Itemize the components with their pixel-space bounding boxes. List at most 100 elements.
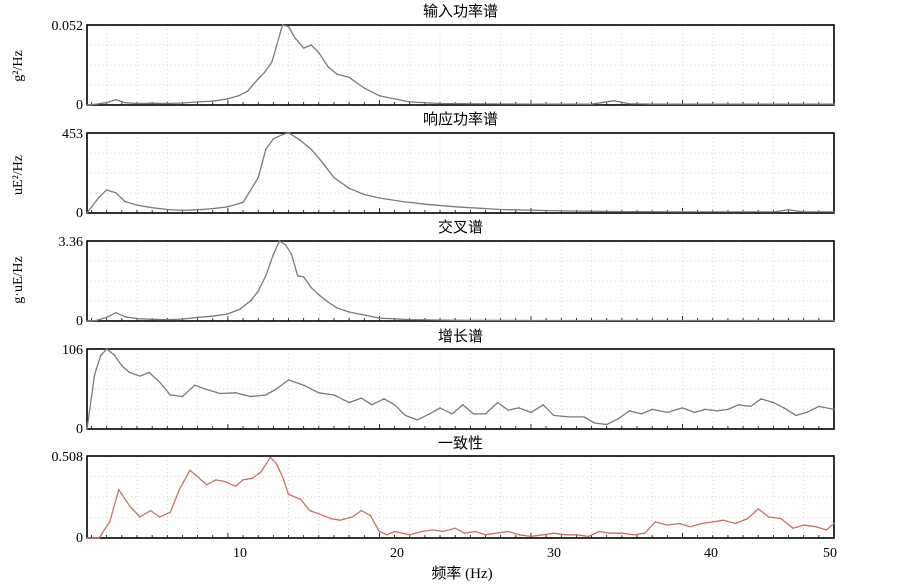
data-point: [590, 103, 593, 105]
panel-1: 输入功率谱 0.052 0: [52, 3, 835, 113]
data-point: [633, 534, 635, 536]
data-point: [336, 307, 338, 309]
data-point: [318, 51, 320, 54]
xtick-50: 50: [823, 546, 837, 561]
data-point: [115, 311, 117, 314]
data-point: [463, 532, 465, 534]
plot-frame: [86, 455, 835, 539]
data-point: [640, 413, 643, 415]
panel-title: 响应功率谱: [423, 110, 498, 128]
series-line: [86, 240, 834, 322]
data-point: [360, 509, 362, 512]
data-point: [484, 534, 487, 536]
data-point: [136, 317, 138, 320]
data-point: [139, 375, 141, 377]
data-point: [136, 204, 138, 206]
data-point: [219, 392, 222, 395]
data-point: [628, 410, 631, 412]
data-point: [98, 537, 100, 539]
data-point: [818, 405, 820, 408]
data-point: [181, 395, 184, 398]
data-point: [386, 534, 388, 536]
data-point: [330, 517, 332, 520]
data-point: [681, 407, 684, 409]
data-point: [287, 379, 290, 381]
data-point: [651, 408, 653, 411]
data-point: [802, 211, 805, 213]
data-point: [249, 395, 252, 398]
data-point: [149, 509, 152, 512]
xtick-30: 30: [547, 546, 561, 561]
y-tick-label-zero: 0: [76, 206, 83, 221]
data-point: [234, 485, 237, 488]
data-point: [204, 388, 206, 390]
data-point: [246, 90, 249, 92]
y-tick-label-zero: 0: [76, 531, 83, 546]
data-point: [275, 388, 278, 390]
data-point: [239, 308, 241, 310]
data-point: [757, 319, 759, 322]
data-point: [552, 532, 555, 534]
data-point: [833, 408, 835, 411]
data-point: [139, 516, 141, 518]
data-point: [681, 211, 684, 213]
data-point: [260, 471, 262, 473]
data-point: [271, 61, 273, 63]
data-point: [621, 532, 623, 534]
data-point: [86, 104, 88, 106]
data-point: [128, 371, 131, 374]
y-tick-label-zero: 0: [76, 422, 83, 437]
data-point: [378, 317, 381, 319]
data-point: [613, 99, 615, 102]
ylabel-cross-spectrum: g·uE/Hz: [11, 256, 26, 303]
data-point: [181, 209, 184, 212]
panels-container: 输入功率谱 0.052 0 响应功率谱 453 0 交叉谱 3.36 0 增长谱 106 0 一致性 0.…: [52, 3, 835, 546]
data-point: [833, 319, 835, 322]
data-point: [212, 100, 214, 102]
data-point: [421, 530, 423, 533]
data-point: [833, 211, 835, 213]
data-point: [113, 354, 115, 356]
data-point: [666, 411, 669, 414]
data-point: [701, 522, 703, 525]
data-point: [302, 47, 305, 49]
data-point: [689, 526, 691, 528]
data-point: [151, 318, 153, 321]
y-tick-label-max: 0.508: [52, 450, 84, 465]
data-point: [474, 530, 476, 533]
data-point: [318, 513, 320, 515]
data-point: [275, 45, 278, 48]
data-point: [278, 240, 281, 242]
data-point: [409, 318, 411, 321]
data-point: [772, 401, 775, 404]
data-point: [424, 203, 426, 205]
data-point: [265, 394, 267, 396]
data-point: [251, 477, 253, 479]
data-point: [212, 207, 214, 210]
data-point: [265, 275, 267, 277]
data-point: [768, 516, 770, 518]
data-point: [99, 355, 102, 357]
data-point: [560, 210, 562, 212]
series-line: [86, 24, 834, 106]
data-point: [151, 207, 153, 209]
data-point: [454, 319, 456, 321]
data-point: [121, 364, 123, 367]
panel-title: 一致性: [438, 435, 483, 452]
data-point: [439, 407, 441, 409]
data-point: [618, 417, 620, 420]
data-point: [159, 381, 161, 383]
data-point: [196, 475, 199, 478]
data-point: [109, 521, 111, 523]
data-point: [787, 209, 790, 211]
data-point: [193, 384, 196, 386]
data-point: [495, 532, 497, 534]
data-point: [299, 139, 302, 142]
data-point: [86, 212, 88, 214]
data-point: [333, 176, 335, 179]
data-point: [118, 488, 120, 491]
data-point: [609, 532, 611, 534]
data-point: [321, 161, 323, 163]
data-point: [333, 394, 335, 396]
y-tick-label-max: 3.36: [59, 235, 84, 250]
